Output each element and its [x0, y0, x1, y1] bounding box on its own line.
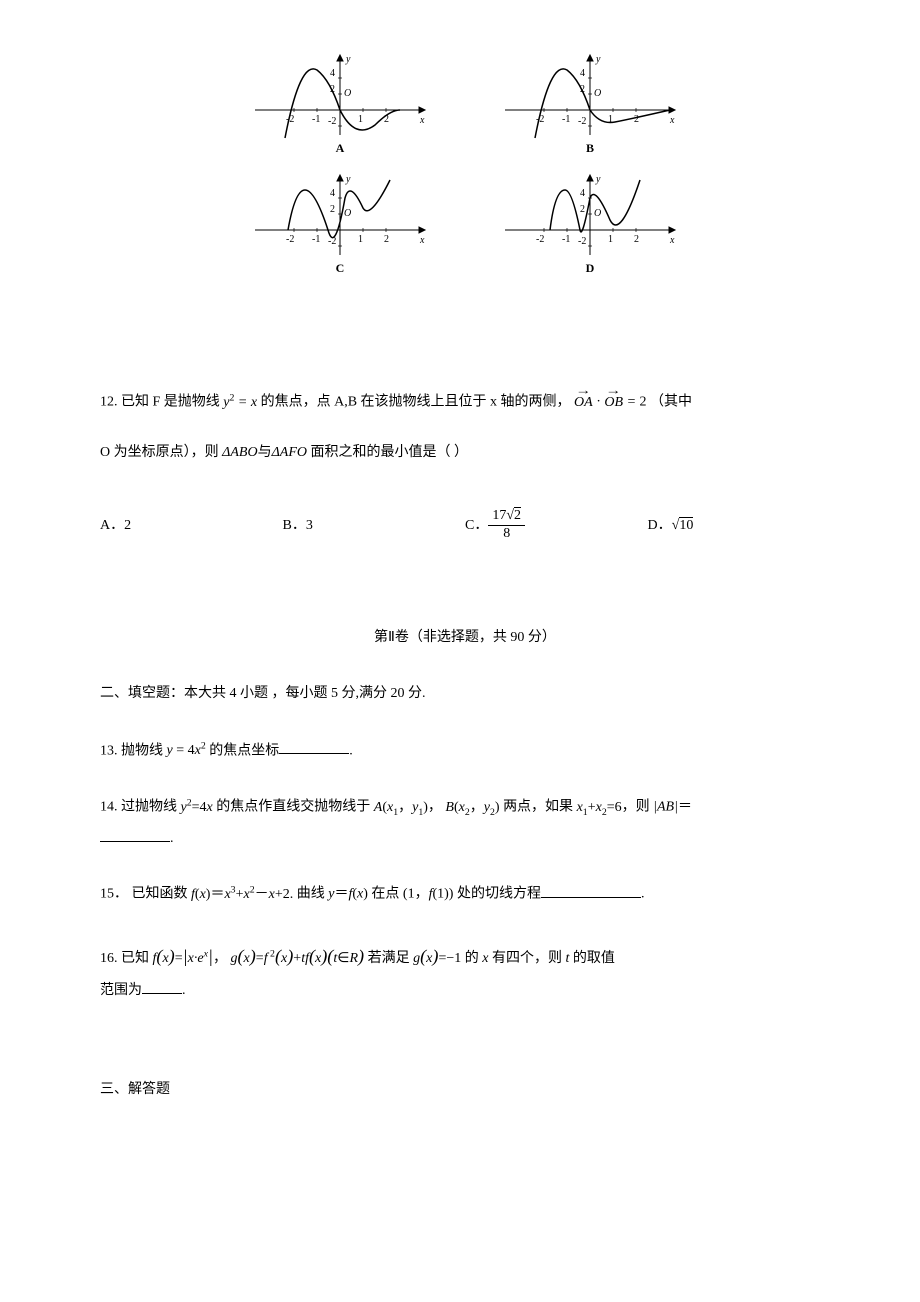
q12-text3: （其中 [650, 395, 692, 410]
question-13: 13. 抛物线 y = 4x2 的焦点坐标. [100, 736, 830, 767]
svg-text:y: y [595, 174, 601, 185]
svg-text:-1: -1 [312, 234, 320, 245]
q12-text5: 面积之和的最小值是（ ） [311, 445, 469, 460]
q12-number: 12. [100, 395, 118, 410]
svg-text:1: 1 [608, 234, 613, 245]
svg-text:2: 2 [330, 204, 335, 215]
svg-text:4: 4 [580, 68, 585, 79]
option-d: D． √10 [648, 505, 831, 545]
graph-b: -2-1 12 -224 x y O B [500, 50, 680, 160]
svg-text:-2: -2 [536, 234, 544, 245]
section-2-title: 第Ⅱ卷（非选择题，共 90 分） [100, 625, 830, 650]
q12-options: A．2 B．3 C． 17√2 8 D． √10 [100, 505, 830, 545]
svg-text:-1: -1 [562, 234, 570, 245]
q12-vec2: OB [604, 390, 623, 415]
question-12: 12. 已知 F 是抛物线 y2 = x 的焦点，点 A,B 在该抛物线上且位于… [100, 389, 830, 465]
graph-c-label: C [336, 258, 345, 280]
svg-text:x: x [669, 235, 675, 246]
svg-text:O: O [344, 208, 351, 219]
q12-text2: 的焦点，点 A,B 在该抛物线上且位于 x 轴的两侧， [261, 395, 571, 410]
question-16: 16. 已知 f(x)=|x·ex|， g(x)=f 2(x)+tf(x)(t∈… [100, 936, 830, 1007]
graph-d-label: D [586, 258, 595, 280]
graph-a-label: A [336, 138, 345, 160]
graph-row-bottom: -2 -1 1 2 -2 2 4 x y O C [250, 170, 680, 280]
svg-text:1: 1 [358, 234, 363, 245]
svg-text:2: 2 [580, 204, 585, 215]
svg-text:y: y [345, 54, 351, 65]
svg-text:2: 2 [384, 234, 389, 245]
q12-text1: 已知 F 是抛物线 [121, 395, 220, 410]
section-3-header: 三、解答题 [100, 1077, 830, 1102]
graph-row-top: -2-1 12 -224 x y O A [250, 50, 680, 160]
graph-d: -2 -1 1 2 -2 2 4 x y O D [500, 170, 680, 280]
svg-text:1: 1 [608, 114, 613, 125]
svg-text:y: y [345, 174, 351, 185]
svg-text:x: x [669, 115, 675, 126]
svg-text:-1: -1 [312, 114, 320, 125]
svg-text:2: 2 [634, 114, 639, 125]
question-14: 14. 过抛物线 y2=4x 的焦点作直线交抛物线于 A(x1，y1)， B(x… [100, 792, 830, 854]
svg-text:O: O [594, 208, 601, 219]
q12-eq2: = 2 [627, 395, 647, 410]
q12-vec1: OA [574, 390, 593, 415]
svg-text:-2: -2 [578, 236, 586, 247]
graph-b-label: B [586, 138, 594, 160]
svg-text:x: x [419, 115, 425, 126]
svg-text:-2: -2 [286, 234, 294, 245]
section-2-header: 二、填空题：本大共 4 小题 ，每小题 5 分,满分 20 分. [100, 681, 830, 706]
q12-text4: O 为坐标原点），则 [100, 445, 219, 460]
svg-text:2: 2 [634, 234, 639, 245]
graph-c: -2-1 12 -224 x y O C [250, 170, 430, 280]
q12-eq1: y2 = x [223, 395, 257, 410]
svg-text:-2: -2 [578, 116, 586, 127]
svg-text:-1: -1 [562, 114, 570, 125]
svg-text:O: O [594, 88, 601, 99]
question-15: 15． 已知函数 f(x)＝x3+x2－x+2. 曲线 y＝f(x) 在点 (1… [100, 879, 830, 910]
option-b: B．3 [283, 505, 466, 545]
svg-text:O: O [344, 88, 351, 99]
svg-text:4: 4 [330, 188, 335, 199]
svg-text:x: x [419, 235, 425, 246]
q12-tri1: ΔABO [222, 445, 257, 460]
graph-d-svg: -2 -1 1 2 -2 2 4 x y O [500, 170, 680, 260]
graph-a-svg: -2-1 12 -224 x y O [250, 50, 430, 140]
svg-text:-2: -2 [328, 116, 336, 127]
graph-b-svg: -2-1 12 -224 x y O [500, 50, 680, 140]
svg-text:y: y [595, 54, 601, 65]
graph-a: -2-1 12 -224 x y O A [250, 50, 430, 160]
svg-text:4: 4 [330, 68, 335, 79]
svg-text:1: 1 [358, 114, 363, 125]
svg-text:4: 4 [580, 188, 585, 199]
graph-c-svg: -2-1 12 -224 x y O [250, 170, 430, 260]
q12-tri2: ΔAFO [272, 445, 307, 460]
option-c: C． 17√2 8 [465, 505, 648, 545]
graph-options-figure: -2 -1 1 2 -2 2 4 x y O A [100, 50, 830, 279]
option-a: A．2 [100, 505, 283, 545]
